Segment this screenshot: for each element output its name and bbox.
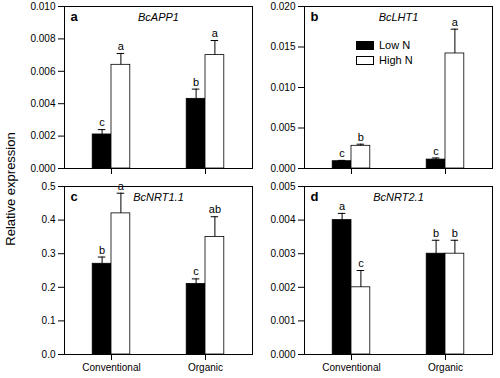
svg-text:BcLHT1: BcLHT1 xyxy=(379,11,419,23)
svg-text:0.5: 0.5 xyxy=(42,181,56,192)
svg-text:b: b xyxy=(311,9,319,24)
svg-text:0.3: 0.3 xyxy=(42,248,56,259)
svg-text:b: b xyxy=(452,227,458,239)
svg-text:a: a xyxy=(118,180,125,192)
svg-text:0.0: 0.0 xyxy=(42,349,56,360)
svg-text:c: c xyxy=(339,147,345,159)
svg-text:0.002: 0.002 xyxy=(30,130,55,141)
svg-text:b: b xyxy=(193,76,199,88)
svg-text:0.000: 0.000 xyxy=(270,163,295,174)
svg-text:0.005: 0.005 xyxy=(270,181,295,192)
svg-text:0.020: 0.020 xyxy=(270,1,295,12)
svg-text:b: b xyxy=(358,131,364,143)
svg-text:BcNRT1.1: BcNRT1.1 xyxy=(133,191,184,203)
svg-text:0.004: 0.004 xyxy=(270,214,295,225)
svg-text:Organic: Organic xyxy=(428,362,463,373)
svg-text:0.4: 0.4 xyxy=(42,214,56,225)
svg-text:0.000: 0.000 xyxy=(30,163,55,174)
svg-text:c: c xyxy=(358,257,364,269)
svg-text:b: b xyxy=(99,244,105,256)
svg-text:a: a xyxy=(212,27,219,39)
svg-text:a: a xyxy=(452,16,459,28)
svg-text:a: a xyxy=(339,200,346,212)
svg-text:BcAPP1: BcAPP1 xyxy=(138,11,179,23)
svg-text:Conventional: Conventional xyxy=(322,362,380,373)
svg-text:Organic: Organic xyxy=(188,362,223,373)
svg-text:0.1: 0.1 xyxy=(42,315,56,326)
html-text:High N: High N xyxy=(379,54,413,66)
svg-text:d: d xyxy=(311,189,319,204)
svg-text:a: a xyxy=(118,40,125,52)
svg-text:ab: ab xyxy=(209,203,221,215)
svg-text:c: c xyxy=(71,189,78,204)
svg-text:c: c xyxy=(433,144,439,156)
svg-text:Conventional: Conventional xyxy=(82,362,140,373)
html-text:Low N: Low N xyxy=(379,39,411,51)
svg-text:0.006: 0.006 xyxy=(30,66,55,77)
svg-text:0.000: 0.000 xyxy=(270,349,295,360)
html-text:Relative expression: Relative expression xyxy=(2,132,18,246)
svg-text:0.008: 0.008 xyxy=(30,33,55,44)
svg-text:0.004: 0.004 xyxy=(30,98,55,109)
svg-text:0.001: 0.001 xyxy=(270,315,295,326)
svg-text:0.010: 0.010 xyxy=(270,82,295,93)
svg-text:a: a xyxy=(71,9,79,24)
svg-text:0.010: 0.010 xyxy=(30,1,55,12)
svg-text:0.2: 0.2 xyxy=(42,282,56,293)
svg-text:0.003: 0.003 xyxy=(270,248,295,259)
svg-text:0.015: 0.015 xyxy=(270,41,295,52)
svg-text:BcNRT2.1: BcNRT2.1 xyxy=(373,191,424,203)
svg-text:0.002: 0.002 xyxy=(270,282,295,293)
svg-text:0.005: 0.005 xyxy=(270,122,295,133)
svg-text:b: b xyxy=(433,227,439,239)
svg-text:c: c xyxy=(99,116,105,128)
svg-text:c: c xyxy=(193,265,199,277)
